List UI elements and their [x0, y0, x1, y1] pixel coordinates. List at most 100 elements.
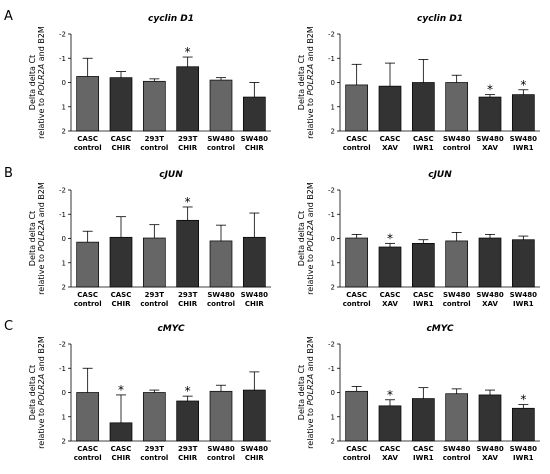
y-axis-label-line1: Delta delta Ct: [28, 211, 37, 266]
x-tick-label-line1: CASC: [111, 135, 132, 143]
x-tick-label-line2: control: [140, 454, 168, 462]
x-tick-label-line1: CASC: [346, 445, 367, 453]
significance-star: *: [387, 388, 393, 402]
x-tick-label: 293T CHIR: [178, 445, 198, 462]
bar: [242, 236, 266, 288]
y-tick-label: -1: [59, 365, 66, 373]
y-tick-label: -2: [328, 341, 335, 349]
x-tick-label-line2: control: [74, 144, 102, 152]
x-tick-label: CASC control: [343, 445, 371, 462]
bar: [411, 82, 435, 132]
x-tick-label-line1: CASC: [380, 291, 401, 299]
x-tick-label: SW480 IWR1: [510, 445, 538, 462]
bar: [511, 94, 535, 132]
bar: [142, 237, 166, 288]
x-tick-label-line1: SW480: [207, 135, 235, 143]
x-tick-label-line1: CASC: [111, 445, 132, 453]
x-tick-label-line1: SW480: [241, 445, 269, 453]
y-axis-label-gene: POLR2A: [306, 64, 315, 96]
y-axis-label: Delta delta Ctrelative to POLR2A and B2M: [28, 26, 46, 139]
y-axis-label-gene: POLR2A: [37, 374, 46, 406]
y-tick-label: -2: [59, 341, 66, 349]
bar: [109, 422, 133, 442]
y-axis-label-gene: POLR2A: [306, 220, 315, 252]
bar: [209, 390, 233, 442]
x-tick-label-line2: control: [207, 300, 235, 308]
x-tick-label-line2: control: [443, 300, 471, 308]
bar: [345, 84, 369, 132]
y-axis-label-line1: Delta delta Ct: [297, 365, 306, 420]
bar: [345, 390, 369, 442]
chart-title: cMYC: [157, 324, 184, 334]
y-axis-label: Delta delta Ctrelative to POLR2A and B2M: [28, 336, 46, 449]
y-axis-label: Delta delta Ctrelative to POLR2A and B2M: [297, 26, 315, 139]
x-tick-label-line2: CHIR: [178, 144, 198, 152]
x-tick-label-line2: CHIR: [112, 300, 132, 308]
x-tick-label: SW480 XAV: [476, 445, 504, 462]
panel-letter-a: A: [4, 9, 13, 24]
y-tick-label: 2: [62, 284, 66, 292]
chart-cyclin-d1-xav-iwr1: cyclin D1 -2 -1 0 1 2 Delta delta Ctrelative t…: [297, 14, 540, 152]
significance-star: *: [185, 195, 191, 209]
chart-cjun-xav-iwr1: cJUN -2 -1 0 1 2 Delta delta Ctrelative to POL…: [297, 170, 540, 308]
y-axis-label-tail: and B2M: [37, 336, 46, 374]
bar: [176, 219, 200, 288]
x-tick-label-line1: SW480: [443, 291, 471, 299]
x-tick-label-line2: XAV: [382, 300, 398, 308]
chart-title: cJUN: [428, 170, 452, 180]
chart-title: cJUN: [159, 170, 183, 180]
x-tick-label-line1: CASC: [77, 135, 98, 143]
y-axis-label-line1: Delta delta Ct: [297, 211, 306, 266]
x-tick-label: 293T CHIR: [178, 291, 198, 308]
bar: [445, 393, 469, 442]
significance-star: *: [520, 393, 526, 407]
x-tick-label-line1: SW480: [476, 291, 504, 299]
bar: [142, 80, 166, 132]
panel-letter-c: C: [4, 319, 13, 334]
x-tick-label-line1: SW480: [241, 135, 269, 143]
y-axis-label-line2: relative to: [37, 252, 46, 295]
x-tick-label: CASC CHIR: [111, 135, 132, 152]
x-tick-label: SW480 IWR1: [510, 291, 538, 308]
bar: [242, 389, 266, 442]
y-axis-label-tail: and B2M: [306, 182, 315, 220]
bar: [478, 394, 502, 442]
panel-letter-b: B: [4, 166, 13, 181]
x-tick-label-line1: SW480: [207, 445, 235, 453]
x-tick-label: CASC control: [343, 135, 371, 152]
bar: [76, 241, 100, 288]
bar: [478, 237, 502, 288]
bar: [109, 77, 133, 132]
chart-cmyc-chir: cMYC -2 -1 0 1 2 Delta delta Ctrelative to POL…: [28, 324, 271, 462]
x-tick-label-line2: XAV: [482, 454, 498, 462]
x-tick-label: CASC IWR1: [413, 445, 434, 462]
x-tick-label-line2: control: [74, 454, 102, 462]
x-tick-label: SW480 CHIR: [241, 135, 269, 152]
chart-title: cyclin D1: [417, 14, 463, 24]
bar: [478, 96, 502, 132]
x-tick-label: SW480 control: [207, 445, 235, 462]
x-tick-label-line1: CASC: [413, 135, 434, 143]
x-tick-label-line2: XAV: [482, 300, 498, 308]
x-tick-label: CASC XAV: [380, 135, 401, 152]
y-tick-label: 2: [331, 284, 335, 292]
x-tick-label-line2: XAV: [382, 454, 398, 462]
bar: [76, 76, 100, 132]
y-tick-label: 0: [331, 235, 335, 243]
x-tick-label-line1: SW480: [443, 135, 471, 143]
chart-cmyc-xav-iwr1: cMYC -2 -1 0 1 2 Delta delta Ctrelative to POL…: [297, 324, 540, 462]
x-tick-label-line1: CASC: [346, 135, 367, 143]
x-tick-label-line1: 293T: [178, 291, 198, 299]
x-tick-label-line1: CASC: [380, 135, 401, 143]
x-tick-label-line2: control: [207, 454, 235, 462]
x-tick-label-line1: SW480: [207, 291, 235, 299]
y-tick-label: 0: [331, 79, 335, 87]
y-tick-label: 1: [331, 259, 335, 267]
x-tick-label: CASC control: [74, 135, 102, 152]
x-tick-label: CASC IWR1: [413, 135, 434, 152]
x-tick-label: SW480 control: [207, 291, 235, 308]
x-tick-label-line2: control: [343, 300, 371, 308]
x-tick-label: CASC IWR1: [413, 291, 434, 308]
x-tick-label-line1: CASC: [413, 445, 434, 453]
y-axis-label-line1: Delta delta Ct: [28, 365, 37, 420]
